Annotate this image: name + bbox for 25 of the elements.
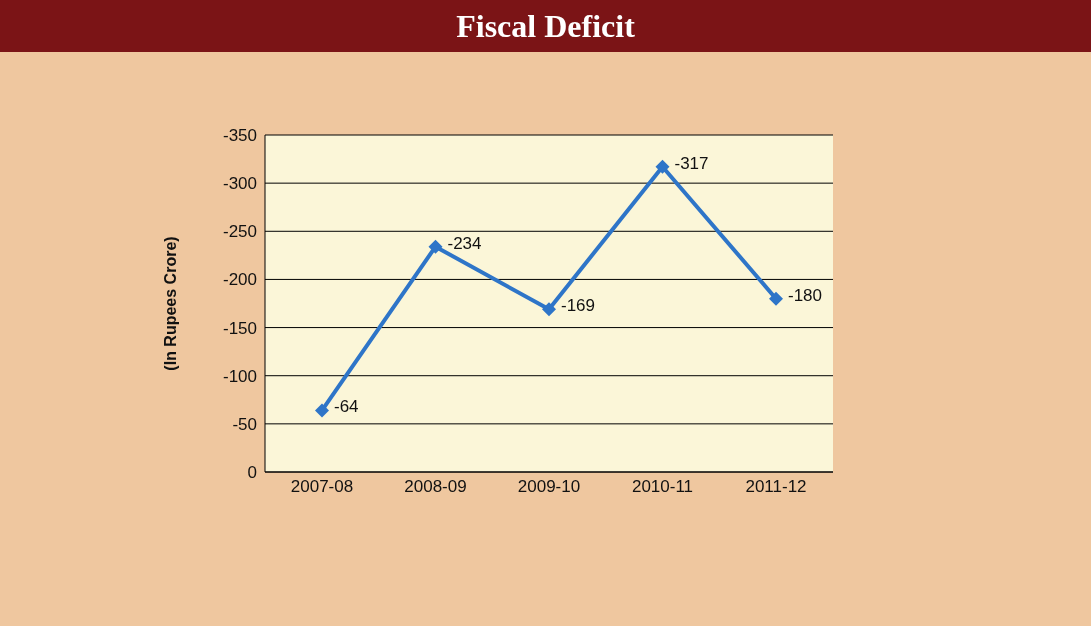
y-tick-label: -350 (222, 126, 257, 146)
x-tick-label: 2011-12 (745, 477, 807, 497)
x-tick-label: 2007-08 (290, 477, 354, 497)
point (769, 291, 783, 306)
data-label: -180 (788, 285, 823, 305)
data-label: -234 (447, 233, 482, 253)
y-tick-label: -150 (222, 318, 257, 338)
chart-title: Fiscal Deficit (0, 0, 1091, 52)
point (315, 403, 329, 418)
data-label: -169 (561, 296, 596, 316)
x-tick-label: 2010-11 (631, 477, 694, 497)
y-tick-label: -300 (222, 174, 257, 194)
y-tick-label: -250 (222, 222, 257, 242)
data-label: -64 (334, 397, 359, 417)
x-tick-label: 2009-10 (517, 477, 581, 497)
y-tick-label: -100 (222, 366, 257, 386)
y-tick-label: 0 (247, 463, 257, 483)
data-label: -317 (674, 153, 709, 173)
y-tick-label: -200 (222, 270, 257, 290)
point (428, 239, 443, 254)
y-tick-label: -50 (232, 414, 257, 434)
y-axis-title: (In Rupees Crore) (161, 236, 179, 371)
point (655, 159, 670, 174)
point (542, 302, 556, 317)
x-tick-label: 2008-09 (404, 477, 467, 497)
